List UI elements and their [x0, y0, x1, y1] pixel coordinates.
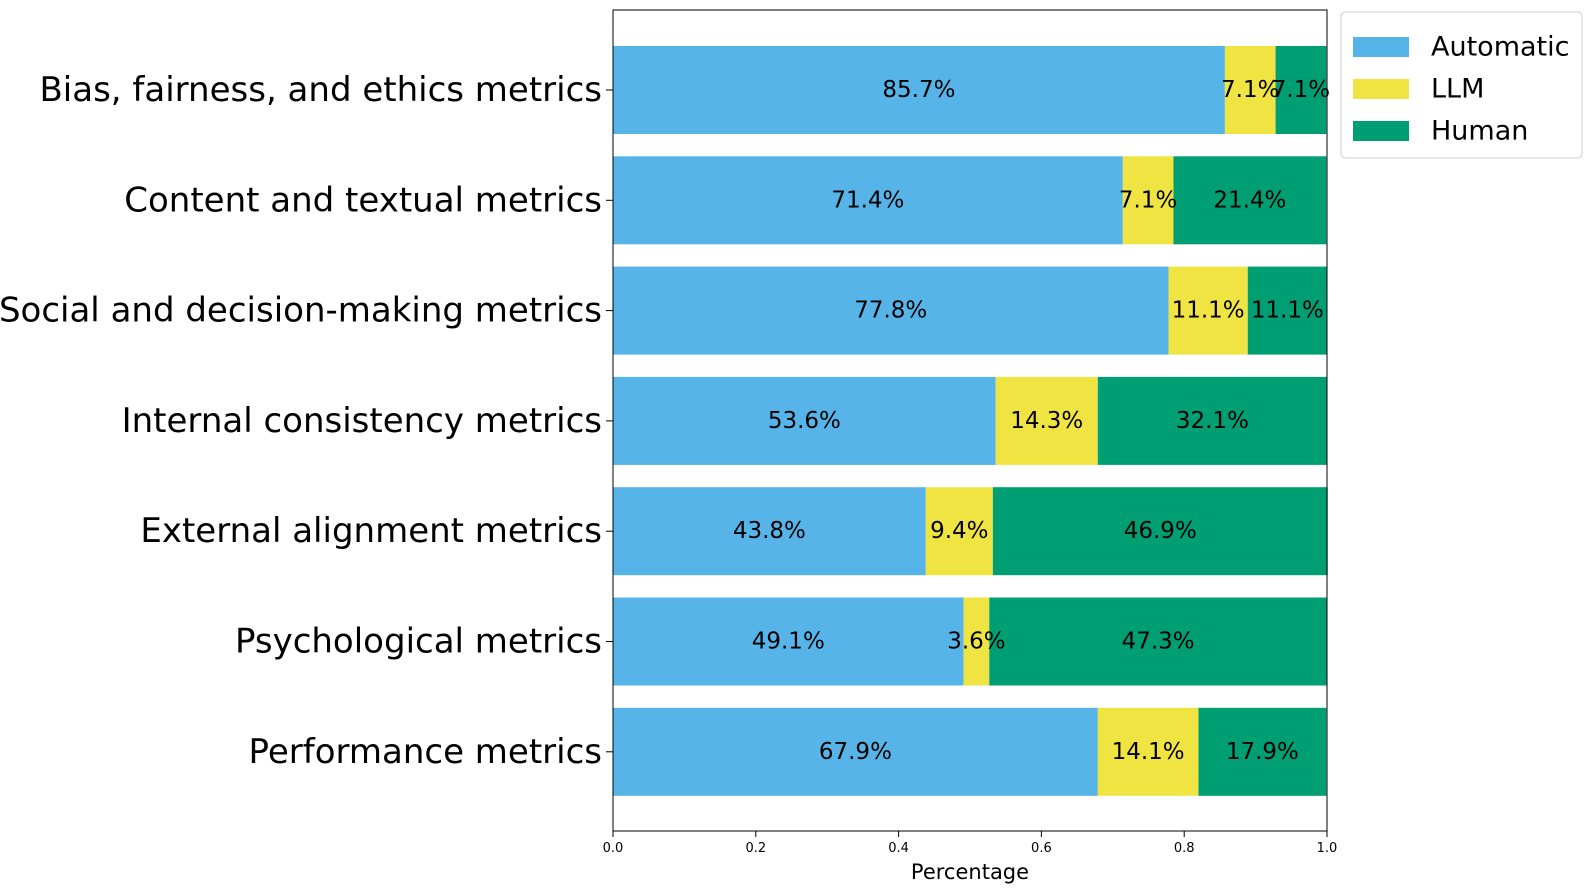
y-axis: Bias, fairness, and ethics metrics Conten… [0, 70, 613, 772]
x-tick-label: 0.2 [745, 841, 766, 856]
bar-automatic-social-and-decision-making-metrics [613, 266, 1169, 355]
bar-llm-psychological-metrics [963, 597, 990, 686]
y-tick-label-internal-consistency-metrics: Internal consistency metrics [122, 401, 602, 441]
bar-llm-performance-metrics [1097, 707, 1199, 796]
data-label-automatic-external-alignment-metrics: 43.8% [733, 518, 806, 544]
bar-automatic-external-alignment-metrics [613, 487, 926, 576]
legend-swatch-automatic [1353, 37, 1409, 57]
data-label-human-bias-fairness-and-ethics-metrics: 7.1% [1272, 77, 1330, 103]
data-label-automatic-bias-fairness-and-ethics-metrics: 85.7% [882, 77, 955, 103]
data-label-llm-content-and-textual-metrics: 7.1% [1119, 187, 1177, 213]
bar-automatic-bias-fairness-and-ethics-metrics [613, 46, 1225, 134]
bar-human-external-alignment-metrics [992, 487, 1328, 576]
bar-automatic-content-and-textual-metrics [613, 156, 1123, 245]
bar-automatic-psychological-metrics [613, 597, 964, 686]
bar-human-performance-metrics [1198, 707, 1327, 796]
x-tick-label: 0.4 [888, 841, 909, 856]
data-label-human-performance-metrics: 17.9% [1226, 739, 1299, 765]
legend-swatch-llm [1353, 79, 1409, 99]
x-axis: 0.0 0.2 0.4 0.6 0.8 1.0 [603, 831, 1338, 856]
legend: Automatic LLM Human [1340, 11, 1583, 159]
data-label-llm-psychological-metrics: 3.6% [947, 629, 1005, 655]
x-tick-label: 0.8 [1174, 841, 1195, 856]
bar-human-bias-fairness-and-ethics-metrics [1275, 46, 1327, 134]
data-label-llm-social-and-decision-making-metrics: 11.1% [1172, 298, 1245, 324]
x-tick-label: 0.6 [1031, 841, 1052, 856]
bar-llm-internal-consistency-metrics [995, 376, 1098, 465]
bar-automatic-performance-metrics [613, 707, 1098, 796]
bar-human-psychological-metrics [989, 597, 1327, 686]
data-label-automatic-performance-metrics: 67.9% [819, 739, 892, 765]
bar-human-content-and-textual-metrics [1173, 156, 1327, 245]
bar-llm-social-and-decision-making-metrics [1168, 266, 1248, 355]
y-tick-label-external-alignment-metrics: External alignment metrics [140, 511, 602, 551]
data-label-human-content-and-textual-metrics: 21.4% [1213, 187, 1286, 213]
bar-human-social-and-decision-making-metrics [1247, 266, 1327, 355]
legend-label-llm: LLM [1431, 74, 1484, 105]
data-label-llm-external-alignment-metrics: 9.4% [930, 518, 988, 544]
data-label-llm-performance-metrics: 14.1% [1112, 739, 1185, 765]
y-tick-label-bias-fairness-and-ethics-metrics: Bias, fairness, and ethics metrics [39, 70, 602, 110]
data-label-human-external-alignment-metrics: 46.9% [1124, 518, 1197, 544]
data-label-automatic-psychological-metrics: 49.1% [752, 629, 825, 655]
data-label-automatic-social-and-decision-making-metrics: 77.8% [854, 298, 927, 324]
x-tick-label: 1.0 [1317, 841, 1338, 856]
bar-llm-content-and-textual-metrics [1122, 156, 1174, 245]
data-labels-layer: 85.7% 7.1%7.1%71.4% 7.1% 21.4%77.8% 11.1% 11.… [733, 77, 1330, 765]
bar-human-internal-consistency-metrics [1097, 376, 1327, 465]
y-tick-label-performance-metrics: Performance metrics [249, 732, 602, 772]
data-label-llm-bias-fairness-and-ethics-metrics: 7.1% [1221, 77, 1279, 103]
bar-automatic-internal-consistency-metrics [613, 376, 996, 465]
data-label-llm-internal-consistency-metrics: 14.3% [1010, 408, 1083, 434]
bars-layer [613, 46, 1328, 796]
data-label-human-social-and-decision-making-metrics: 11.1% [1251, 298, 1324, 324]
x-axis-title: Percentage [911, 860, 1029, 884]
y-tick-label-social-and-decision-making-metrics: Social and decision-making metrics [0, 291, 602, 331]
data-label-human-psychological-metrics: 47.3% [1122, 629, 1195, 655]
legend-label-automatic: Automatic [1431, 32, 1569, 63]
legend-label-human: Human [1431, 116, 1528, 147]
legend-swatch-human [1353, 121, 1409, 141]
x-tick-label: 0.0 [603, 841, 624, 856]
y-tick-label-psychological-metrics: Psychological metrics [235, 622, 602, 662]
bar-llm-bias-fairness-and-ethics-metrics [1224, 46, 1276, 134]
y-tick-label-content-and-textual-metrics: Content and textual metrics [124, 180, 602, 220]
data-label-automatic-internal-consistency-metrics: 53.6% [768, 408, 841, 434]
bar-llm-external-alignment-metrics [925, 487, 993, 576]
data-label-human-internal-consistency-metrics: 32.1% [1176, 408, 1249, 434]
data-label-automatic-content-and-textual-metrics: 71.4% [831, 187, 904, 213]
